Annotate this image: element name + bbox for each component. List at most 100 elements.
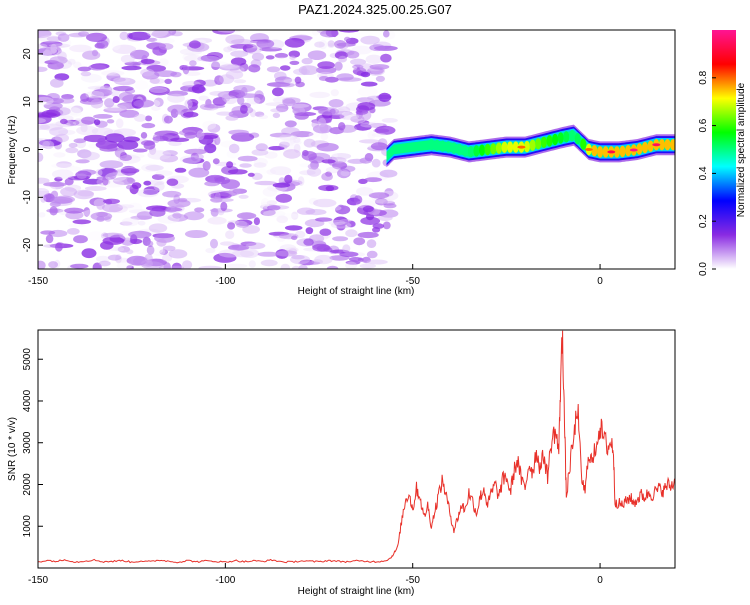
noise-blob (301, 151, 317, 161)
noise-blob (275, 193, 292, 203)
signal-hotspot (597, 146, 604, 158)
noise-blob (128, 31, 151, 41)
noise-blob (228, 188, 241, 196)
noise-blob (57, 33, 70, 42)
noise-blob (355, 109, 369, 115)
noise-blob (383, 30, 390, 38)
signal-hotspot (450, 142, 457, 154)
noise-blob (162, 245, 176, 252)
noise-blob (117, 204, 135, 209)
noise-blob (166, 178, 179, 186)
noise-blob (38, 30, 52, 39)
noise-blob (311, 120, 320, 129)
noise-blob (51, 169, 74, 179)
noise-blob (104, 98, 115, 108)
noise-blob (312, 243, 330, 252)
noise-blob (319, 123, 329, 133)
noise-blob (119, 221, 133, 226)
signal-peak (584, 148, 593, 151)
snr-y-ticks: 1000 2000 3000 4000 5000 (22, 348, 43, 537)
noise-blob (330, 89, 339, 97)
noise-blob (140, 132, 148, 139)
signal-hotspot (507, 141, 514, 153)
noise-blob (43, 181, 67, 187)
noise-blob (184, 54, 203, 63)
noise-blob (121, 65, 142, 71)
noise-blob (55, 133, 69, 143)
signal-hotspot (569, 129, 575, 142)
noise-blob (240, 212, 255, 220)
noise-blob (246, 96, 261, 105)
signal-hotspot (602, 146, 609, 158)
noise-blob (225, 70, 244, 80)
noise-blob (365, 54, 383, 64)
noise-blob (132, 148, 148, 153)
noise-blob (330, 221, 352, 229)
noise-blob (38, 112, 57, 118)
noise-blob (319, 39, 328, 50)
noise-blob (164, 78, 172, 84)
noise-blob (143, 140, 156, 150)
noise-blob (56, 161, 72, 169)
noise-blob (338, 55, 347, 63)
noise-blob (102, 175, 109, 186)
noise-blob (172, 212, 182, 219)
signal-hotspot (484, 143, 491, 156)
noise-blob (331, 153, 352, 160)
noise-blob (117, 246, 131, 253)
noise-blob (321, 172, 333, 181)
noise-blob (341, 111, 353, 117)
noise-blob (270, 57, 295, 62)
noise-blob (174, 167, 187, 173)
noise-blob (260, 209, 276, 216)
signal-hotspot (529, 139, 536, 151)
noise-blob (309, 91, 331, 99)
noise-blob (353, 237, 366, 246)
noise-blob (375, 75, 385, 82)
noise-blob (120, 168, 140, 174)
noise-blob (334, 40, 347, 49)
noise-blob (153, 181, 165, 191)
noise-blob (196, 130, 205, 141)
noise-blob (337, 106, 351, 115)
noise-blob (112, 96, 120, 103)
noise-blob (163, 115, 173, 124)
noise-blob (134, 80, 148, 90)
noise-blob (143, 190, 158, 195)
snr-x-tick-label: -50 (405, 575, 420, 586)
noise-blob (204, 181, 220, 187)
noise-blob (95, 255, 110, 262)
noise-blob (64, 207, 84, 214)
noise-blob (73, 61, 82, 69)
noise-blob (317, 61, 335, 69)
noise-blob (312, 30, 320, 36)
noise-blob (258, 168, 267, 175)
noise-blob (43, 102, 63, 110)
noise-blob (279, 65, 291, 71)
noise-blob (260, 201, 269, 207)
noise-blob (38, 139, 50, 149)
snr-x-ticks: -150 -100 -50 0 (28, 563, 603, 586)
noise-blob (299, 163, 311, 168)
colorbar-tick-label: 0.6 (698, 118, 709, 132)
noise-blob (167, 93, 185, 103)
noise-blob (358, 139, 381, 144)
noise-blob (73, 235, 88, 244)
noise-blob (225, 230, 235, 239)
noise-blob (266, 200, 278, 206)
noise-blob (50, 78, 64, 88)
noise-blob (274, 52, 288, 59)
noise-blob (185, 71, 201, 76)
noise-blob (49, 206, 58, 216)
noise-blob (368, 192, 390, 199)
noise-blob (251, 52, 265, 61)
noise-blob (64, 178, 74, 186)
noise-blob (216, 111, 234, 116)
noise-blob (291, 211, 299, 220)
noise-blob (350, 168, 370, 175)
noise-blob (198, 95, 209, 101)
noise-blob (119, 154, 132, 161)
noise-blob (248, 64, 261, 73)
signal-hotspot (479, 144, 485, 156)
